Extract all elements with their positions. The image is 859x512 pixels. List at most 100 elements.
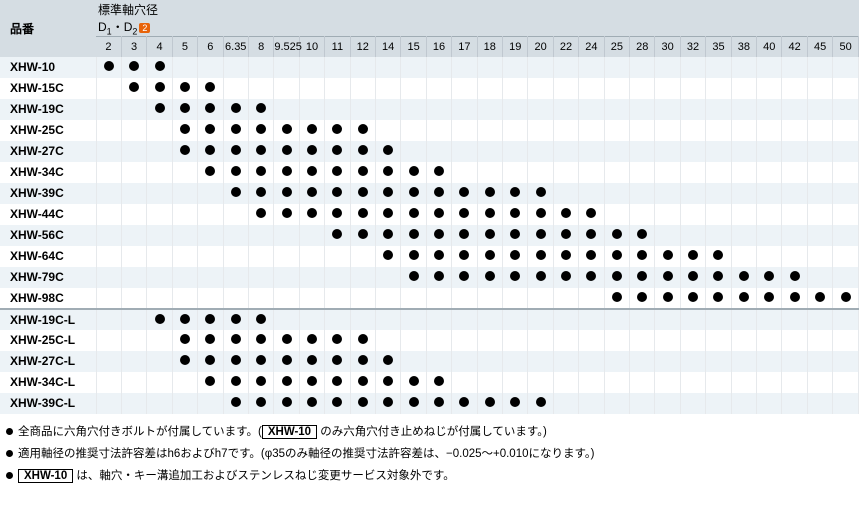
cell <box>350 330 375 351</box>
cell <box>528 183 553 204</box>
cell <box>553 372 578 393</box>
cell <box>147 330 172 351</box>
cell <box>579 204 604 225</box>
cell <box>528 204 553 225</box>
dot-icon <box>510 208 520 218</box>
cell <box>706 78 731 99</box>
dot-icon <box>205 314 215 324</box>
table-row: XHW-27C <box>0 141 859 162</box>
cell <box>528 372 553 393</box>
cell <box>223 99 248 120</box>
dot-icon <box>332 229 342 239</box>
cell <box>757 288 782 309</box>
column-header: 38 <box>731 37 756 57</box>
cell <box>706 309 731 330</box>
cell <box>503 246 528 267</box>
dot-icon <box>459 250 469 260</box>
cell <box>807 141 832 162</box>
dot-icon <box>231 314 241 324</box>
cell <box>528 309 553 330</box>
cell <box>477 267 502 288</box>
cell <box>807 57 832 78</box>
dot-icon <box>688 250 698 260</box>
cell <box>604 393 629 414</box>
cell <box>655 372 680 393</box>
cell <box>782 162 807 183</box>
cell <box>630 393 655 414</box>
cell <box>630 162 655 183</box>
cell <box>604 372 629 393</box>
cell <box>503 393 528 414</box>
cell <box>248 330 273 351</box>
cell <box>401 330 426 351</box>
cell <box>579 78 604 99</box>
cell <box>96 351 121 372</box>
dot-icon <box>586 208 596 218</box>
cell <box>401 372 426 393</box>
cell <box>833 372 859 393</box>
cell <box>172 330 197 351</box>
dot-icon <box>307 124 317 134</box>
cell <box>604 162 629 183</box>
cell <box>833 141 859 162</box>
cell <box>655 309 680 330</box>
dot-icon <box>358 397 368 407</box>
cell <box>731 225 756 246</box>
dot-icon <box>231 355 241 365</box>
cell <box>553 183 578 204</box>
dot-icon <box>434 397 444 407</box>
dot-icon <box>383 376 393 386</box>
cell <box>757 351 782 372</box>
cell <box>248 162 273 183</box>
dot-icon <box>231 334 241 344</box>
cell <box>299 351 324 372</box>
dot-icon <box>485 271 495 281</box>
dot-icon <box>256 187 266 197</box>
cell <box>477 57 502 78</box>
cell <box>147 120 172 141</box>
dot-icon <box>256 145 266 155</box>
cell <box>299 372 324 393</box>
cell <box>426 393 451 414</box>
cell <box>401 393 426 414</box>
cell <box>757 57 782 78</box>
cell <box>807 267 832 288</box>
cell <box>757 393 782 414</box>
cell <box>655 246 680 267</box>
dot-icon <box>409 271 419 281</box>
cell <box>147 141 172 162</box>
cell <box>248 372 273 393</box>
cell <box>274 267 299 288</box>
cell <box>782 99 807 120</box>
dot-icon <box>663 292 673 302</box>
cell <box>579 141 604 162</box>
cell <box>426 204 451 225</box>
cell <box>579 372 604 393</box>
cell <box>172 246 197 267</box>
table-row: XHW-79C <box>0 267 859 288</box>
dot-icon <box>256 103 266 113</box>
dot-icon <box>815 292 825 302</box>
dot-icon <box>282 187 292 197</box>
cell <box>223 246 248 267</box>
cell <box>528 267 553 288</box>
dot-icon <box>561 229 571 239</box>
cell <box>706 372 731 393</box>
cell <box>528 141 553 162</box>
cell <box>782 246 807 267</box>
cell <box>757 225 782 246</box>
cell <box>223 204 248 225</box>
cell <box>630 99 655 120</box>
cell <box>757 330 782 351</box>
cell <box>655 393 680 414</box>
table-row: XHW-39C-L <box>0 393 859 414</box>
cell <box>172 99 197 120</box>
cell <box>731 183 756 204</box>
cell <box>375 183 400 204</box>
cell <box>350 351 375 372</box>
cell <box>172 162 197 183</box>
cell <box>274 57 299 78</box>
cell <box>299 99 324 120</box>
cell <box>503 330 528 351</box>
cell <box>350 162 375 183</box>
